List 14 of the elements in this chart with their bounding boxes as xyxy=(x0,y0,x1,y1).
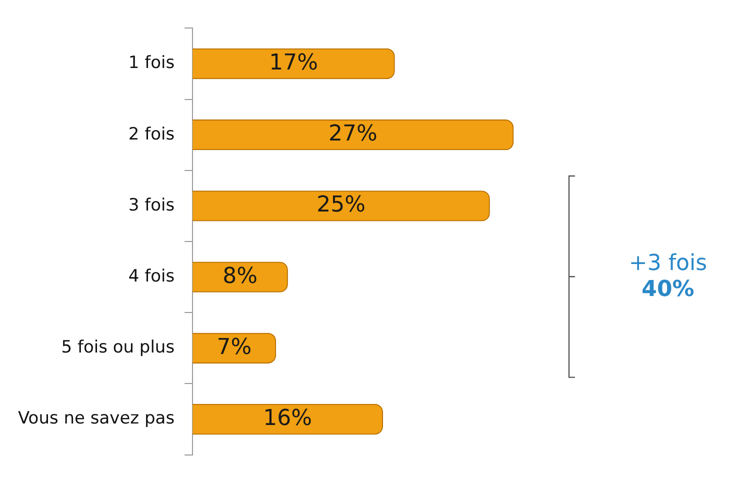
data-label: 27% xyxy=(328,122,378,147)
y-tick-label: Vous ne savez pas xyxy=(18,408,175,429)
text: +3 fois xyxy=(628,251,708,278)
data-label: 8% xyxy=(222,264,258,289)
data-label: 7% xyxy=(216,334,252,360)
y-tick-label: 2 fois xyxy=(128,124,175,144)
text: 40% xyxy=(640,277,696,304)
data-label: 16% xyxy=(263,406,312,431)
y-tick-label: 3 fois xyxy=(128,195,175,216)
data-label: 25% xyxy=(316,192,366,218)
y-tick-label: 1 fois xyxy=(128,53,175,74)
y-tick-label: 4 fois xyxy=(128,266,175,286)
data-label: 17% xyxy=(269,50,318,76)
y-tick-label: 5 fois ou plus xyxy=(61,338,175,358)
